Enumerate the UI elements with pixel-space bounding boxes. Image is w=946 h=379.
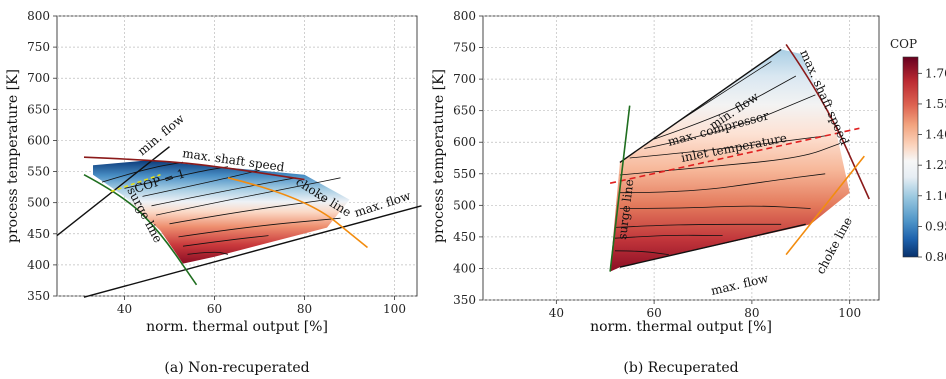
surge-line-line	[609, 105, 631, 272]
cop-contour	[653, 75, 797, 140]
colorbar-tick-label: 1.25	[925, 158, 946, 172]
annotation-max-flow: max. flow	[353, 188, 414, 220]
cop-contour	[619, 205, 811, 209]
choke-line-line	[227, 177, 369, 249]
colorbar-tick-label: 0.80	[925, 250, 946, 264]
cop-contour	[155, 177, 341, 216]
max-flow-line	[83, 205, 422, 298]
y-tick-label: 350	[27, 289, 50, 303]
x-tick-label: 60	[646, 306, 661, 320]
boundary-lines	[609, 43, 870, 272]
y-tick-label: 400	[453, 261, 476, 275]
y-tick-label: 400	[27, 258, 50, 272]
annotation-min-flow: min. flow	[135, 111, 188, 158]
colorbar-tick-label: 1.10	[925, 189, 946, 203]
y-tick-label: 700	[27, 71, 50, 85]
colorbar-tick-label: 0.95	[925, 219, 946, 233]
colorbar-scale	[902, 56, 919, 258]
x-tick-label: 100	[383, 302, 406, 316]
x-tick-label: 60	[207, 302, 222, 316]
x-tick-label: 80	[297, 302, 312, 316]
cop-contour	[182, 235, 269, 247]
colorbar-label: COP	[890, 37, 917, 51]
x-axis-label: norm. thermal output [%]	[590, 319, 772, 335]
x-tick-label: 100	[838, 306, 861, 320]
y-tick-label: 700	[453, 72, 476, 86]
cop-contour	[151, 177, 296, 207]
y-tick-label: 600	[453, 135, 476, 149]
max-compressor-inlet-temp-line	[609, 127, 860, 184]
y-tick-label: 650	[453, 104, 476, 118]
colorbar-ticks: 1.70 1.55 1.40 1.25 1.10 0.95 0.80	[918, 66, 946, 264]
cop-contour	[614, 223, 782, 228]
cop-contour	[614, 234, 723, 239]
y-tick-label: 450	[453, 230, 476, 244]
chart-non-recuperated: 40 60 80 100350400450500550600650700750800 …	[5, 9, 422, 376]
y-axis-label: process temperature [K]	[5, 69, 21, 243]
contour-lines	[101, 161, 341, 255]
grid	[57, 15, 417, 297]
y-tick-label: 650	[27, 102, 50, 116]
annotation-choke-line: choke line	[813, 215, 855, 277]
y-tick-label: 450	[27, 227, 50, 241]
cop-region	[93, 160, 350, 264]
y-tick-label: 550	[27, 165, 50, 179]
cop-contour	[142, 169, 260, 197]
x-tick-label: 40	[549, 306, 564, 320]
max-shaft-speed-line	[83, 156, 305, 181]
max-flow-line	[619, 223, 806, 268]
boundary-lines	[56, 146, 422, 298]
cop-contour	[187, 251, 229, 255]
cop-contour	[178, 217, 341, 238]
cop-contour	[619, 173, 826, 194]
colorbar-tick-label: 1.40	[925, 128, 946, 142]
cop-1-line	[110, 173, 161, 193]
cop-contour	[629, 135, 826, 159]
tick-labels: 40 60 80 100 350 400 450 500 550 600 650 700 750 800	[27, 9, 406, 316]
cop-region	[610, 49, 850, 272]
y-tick-label: 750	[27, 40, 50, 54]
choke-line-line	[785, 155, 865, 256]
cop-contour	[644, 94, 816, 149]
y-axis-label: process temperature [K]	[431, 69, 447, 243]
y-tick-label: 600	[27, 133, 50, 147]
y-tick-label: 500	[453, 198, 476, 212]
y-tick-label: 500	[27, 196, 50, 210]
y-tick-label: 800	[27, 9, 50, 23]
y-tick-label: 800	[453, 9, 476, 23]
colorbar: COP 1.70 1.55 1.40 1.25 1.10 0.95 0.80	[890, 37, 946, 264]
chart-recuperated: 40 60 80 100350400450500550600650700750800 …	[431, 9, 880, 376]
x-tick-label: 80	[744, 306, 759, 320]
x-axis-label: norm. thermal output [%]	[146, 319, 328, 335]
y-tick-label: 750	[453, 41, 476, 55]
max-shaft-speed-line	[785, 43, 870, 200]
caption-a: (a) Non-recuperated	[164, 360, 309, 376]
min-flow-line	[619, 48, 782, 163]
colorbar-tick-label: 1.70	[925, 66, 946, 80]
tick-labels: 40 60 80 100 350 400 450 500 550 600 650 700 750 800	[453, 9, 861, 320]
y-tick-label: 550	[453, 167, 476, 181]
operating-region	[93, 160, 350, 264]
operating-region	[610, 49, 850, 272]
surge-line-line	[83, 173, 198, 286]
caption-b: (b) Recuperated	[623, 360, 738, 376]
colorbar-tick-label: 1.55	[925, 97, 946, 111]
cop-contour	[614, 250, 669, 255]
cop-contour	[169, 199, 328, 225]
x-tick-label: 40	[117, 302, 132, 316]
cop-contour	[124, 166, 229, 189]
annotation-max-flow: max. flow	[710, 271, 771, 298]
cop-contour	[101, 161, 184, 183]
y-tick-label: 350	[453, 293, 476, 307]
